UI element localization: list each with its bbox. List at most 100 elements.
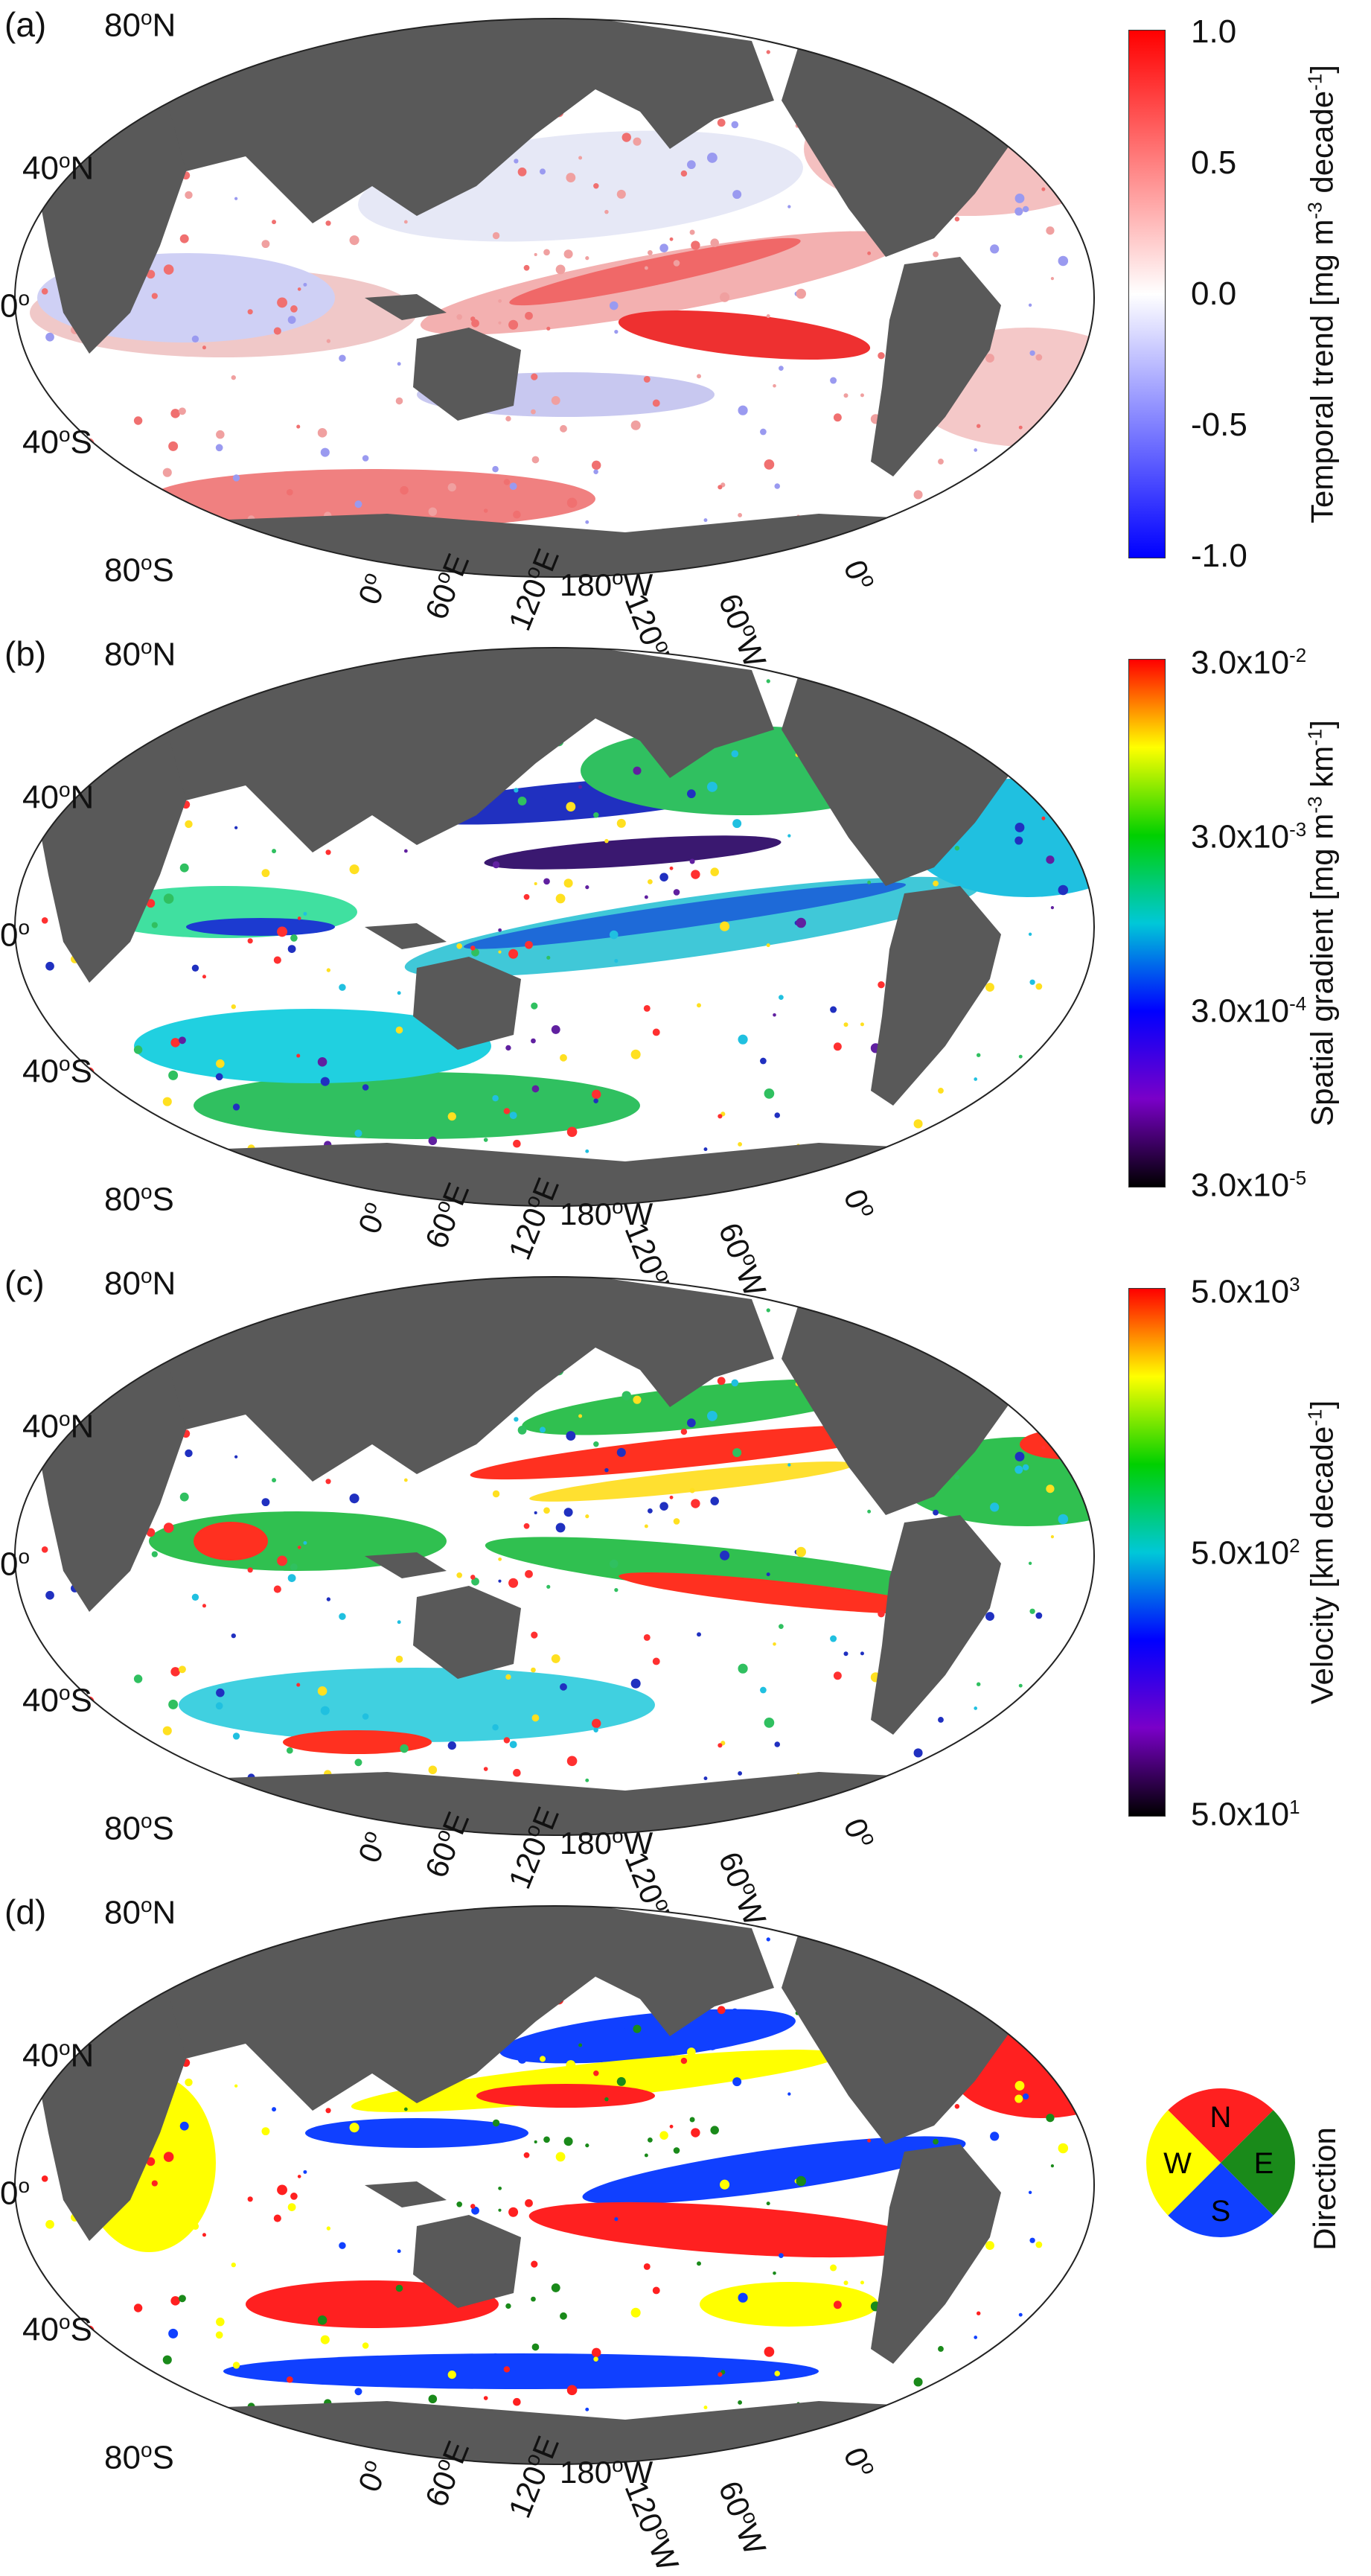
ocean-speckle [591, 460, 601, 471]
ocean-speckle [673, 260, 680, 267]
ocean-speckle [566, 497, 578, 508]
colorbar-tick: 0.0 [1191, 275, 1237, 312]
ocean-speckle [787, 205, 791, 208]
ocean-speckle [604, 1467, 609, 1473]
ocean-speckle [720, 292, 730, 302]
ocean-speckle [290, 2193, 298, 2200]
ocean-speckle [162, 1097, 172, 1106]
ocean-speckle [904, 2411, 911, 2418]
ocean-speckle [686, 789, 696, 799]
ocean-speckle [146, 270, 156, 279]
ocean-speckle [585, 2143, 589, 2148]
ocean-speckle [1014, 1452, 1025, 1461]
ocean-speckle [146, 899, 156, 908]
ocean-speckle [673, 1518, 680, 1525]
ocean-speckle [296, 2312, 301, 2316]
ocean-speckle [170, 2296, 180, 2306]
ocean-speckle [621, 1391, 631, 1400]
ocean-speckle [566, 1756, 578, 1767]
ocean-speckle [470, 1575, 476, 1580]
ocean-speckle [470, 316, 476, 322]
ocean-speckle [578, 2043, 583, 2047]
ocean-speckle [992, 1105, 1001, 1114]
ocean-speckle [163, 264, 174, 275]
ocean-speckle [122, 1118, 126, 1122]
ocean-speckle [1014, 194, 1025, 203]
ocean-speckle [220, 694, 231, 704]
ocean-speckle [326, 1597, 331, 1601]
ocean-speckle [1046, 2427, 1051, 2433]
ocean-feature [351, 2050, 840, 2112]
ocean-speckle [447, 482, 456, 492]
ocean-speckle [616, 189, 626, 199]
ocean-speckle [1017, 672, 1023, 678]
ocean-speckle [974, 1077, 978, 1081]
ocean-speckle [498, 299, 502, 303]
ocean-speckle [766, 2202, 770, 2206]
ocean-speckle [177, 675, 187, 685]
ocean-speckle [211, 670, 221, 680]
ocean-speckle [1044, 1391, 1048, 1395]
ocean-speckle [303, 2169, 307, 2174]
ocean-speckle [65, 118, 74, 127]
ocean-speckle [428, 2394, 438, 2404]
ocean-speckle [950, 1322, 959, 1331]
ocean-speckle [546, 326, 551, 331]
colorbar-tick: 5.0x102 [1191, 1534, 1300, 1572]
ocean-speckle [492, 1490, 500, 1498]
ocean-speckle [591, 2347, 601, 2358]
ocean-speckle [45, 961, 54, 971]
ocean-speckle [830, 2264, 837, 2271]
ocean-speckle [689, 1488, 695, 1493]
ocean-speckle [593, 812, 599, 818]
ocean-speckle [1058, 255, 1069, 267]
ocean-speckle [904, 1782, 911, 1789]
ocean-speckle [854, 1312, 861, 1319]
ocean-speckle [731, 2008, 739, 2016]
ocean-speckle [992, 476, 1001, 485]
ocean-speckle [1029, 350, 1035, 356]
ocean-speckle [731, 750, 739, 758]
ocean-speckle [563, 2137, 573, 2146]
ocean-speckle [779, 366, 784, 371]
ocean-speckle [531, 456, 540, 464]
lon-label-180w: 180oW [560, 2453, 653, 2490]
ocean-speckle [1017, 1301, 1023, 1307]
ocean-speckle [779, 2253, 784, 2258]
ocean-speckle [349, 864, 359, 875]
ocean-speckle [915, 1317, 919, 1321]
ocean-speckle [760, 428, 767, 436]
ocean-speckle [913, 1119, 923, 1129]
ocean-speckle [985, 354, 994, 363]
ocean-speckle [133, 1045, 143, 1054]
ocean-speckle [669, 237, 674, 241]
ocean-speckle [764, 1088, 775, 1099]
ocean-speckle [505, 2303, 511, 2309]
ocean-speckle [633, 137, 642, 146]
ocean-speckle [216, 62, 220, 66]
ocean-speckle [121, 1985, 126, 1990]
ocean-speckle [990, 2132, 1000, 2141]
ocean-speckle [616, 818, 626, 828]
ocean-speckle [585, 2407, 589, 2411]
ocean-speckle [403, 220, 408, 224]
ocean-speckle [732, 2077, 742, 2087]
ocean-speckle [41, 2175, 48, 2182]
compass-south-sector [1168, 2163, 1273, 2237]
ocean-speckle [609, 301, 619, 310]
ocean-speckle [185, 1449, 193, 1458]
ocean-speckle [1035, 354, 1043, 361]
ocean-speckle [614, 2217, 619, 2222]
ocean-speckle [540, 797, 546, 804]
continent-south-america [871, 1515, 1001, 1735]
ocean-speckle [1036, 494, 1042, 500]
ocean-speckle [162, 1726, 172, 1735]
lat-label-0: 0o [0, 916, 31, 954]
ocean-feature [283, 1730, 432, 1754]
ocean-speckle [659, 1502, 668, 1511]
ocean-speckle [216, 2317, 225, 2327]
ocean-speckle [326, 339, 331, 343]
ocean-speckle [216, 1169, 223, 1176]
ocean-speckle [1029, 94, 1037, 101]
ocean-speckle [179, 1492, 189, 1502]
